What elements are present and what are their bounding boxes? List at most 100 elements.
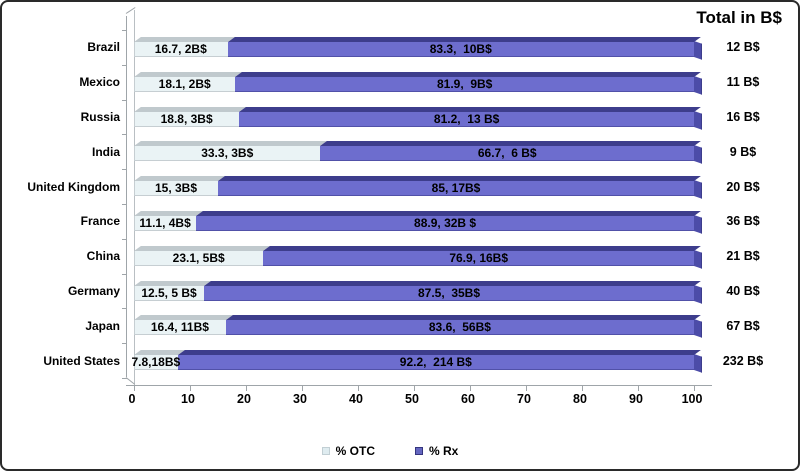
rx-value-label: 83.3, 10B$	[429, 42, 492, 56]
category-label: United States	[43, 353, 120, 368]
total-label: 67 B$	[726, 318, 760, 333]
x-axis-tick	[694, 386, 695, 391]
x-axis-tick-label: 80	[573, 392, 587, 406]
x-axis-tick	[134, 386, 135, 391]
x-axis-tick-label: 20	[237, 392, 251, 406]
total-label: 36 B$	[726, 214, 760, 229]
x-axis-tick-label: 90	[629, 392, 643, 406]
bar: 18.8, 3B$ 81.2, 13 B$	[134, 106, 702, 130]
legend: % OTC % Rx	[2, 444, 790, 458]
category-axis-tick	[122, 343, 127, 345]
bar-row: 23.1, 5B$ 76.9, 16B$	[134, 239, 702, 274]
legend-label-rx: % Rx	[429, 444, 459, 458]
rx-segment-end-cap	[694, 284, 702, 304]
bar: 33.3, 3B$ 66.7, 6 B$	[134, 141, 702, 165]
x-axis-tick	[302, 386, 303, 391]
bar: 16.4, 11B$ 83.6, 56B$	[134, 315, 702, 339]
otc-value-label: 11.1, 4B$	[139, 216, 191, 230]
rx-value-label: 88.9, 32B $	[414, 216, 477, 230]
category-axis-tick	[122, 204, 127, 205]
bar-row: 18.1, 2B$ 81.9, 9B$	[134, 65, 702, 100]
otc-value-label: 7.8,18B$	[131, 355, 181, 370]
plot-area: 0 10 20 30 40 50 60 70 80 90 100 16.7, 2B$ 83.3, 10…	[122, 7, 712, 406]
x-axis-tick	[582, 386, 583, 391]
x-axis-tick-label: 60	[461, 392, 475, 406]
category-label: China	[86, 249, 120, 264]
chart-title: Total in B$	[696, 8, 782, 27]
bar-row: 16.7, 2B$ 83.3, 10B$	[134, 30, 702, 65]
rx-segment-end-cap	[694, 354, 702, 373]
otc-value-label: 16.4, 11B$	[150, 320, 209, 335]
category-axis-tick	[122, 99, 127, 101]
rx-segment-end-cap	[694, 249, 702, 269]
x-axis-tick	[246, 386, 247, 391]
legend-label-otc: % OTC	[335, 444, 375, 458]
otc-value-label: 16.7, 2B$	[154, 42, 207, 56]
rx-value-label: 92.2, 214 B$	[399, 355, 472, 370]
rx-segment-end-cap	[694, 145, 702, 165]
total-label: 21 B$	[726, 249, 760, 264]
rx-segment-end-cap	[694, 180, 702, 199]
rx-legend-marker-icon	[415, 447, 423, 455]
otc-segment	[134, 320, 226, 336]
rx-value-label: 85, 17B$	[431, 181, 481, 196]
otc-value-label: 18.1, 2B$	[158, 76, 211, 91]
rx-segment	[204, 285, 694, 301]
category-label: India	[91, 144, 120, 159]
legend-item-otc: % OTC	[321, 444, 375, 458]
bar-row: 15, 3B$ 85, 17B$	[134, 169, 702, 204]
bars: 16.7, 2B$ 83.3, 10B$ 18.1, 2B$ 81.9, 9B$ 18.…	[131, 30, 702, 378]
category-label: France	[80, 214, 120, 229]
total-label: 12 B$	[726, 40, 760, 55]
total-label: 16 B$	[726, 109, 760, 124]
total-label: 11 B$	[726, 75, 760, 90]
rx-segment-end-cap	[694, 215, 702, 234]
rx-value-label: 81.2, 13 B$	[433, 111, 500, 126]
category-label: Germany	[67, 283, 120, 298]
rx-segment-end-cap	[694, 110, 702, 130]
rx-segment	[235, 76, 694, 92]
otc-legend-marker-icon	[321, 447, 330, 455]
legend-item-rx: % Rx	[415, 444, 458, 458]
rx-segment-end-cap	[694, 75, 702, 95]
bar: 7.8,18B$ 92.2, 214 B$	[131, 350, 702, 373]
otc-segment	[134, 42, 228, 57]
category-axis-tick	[122, 238, 127, 240]
bar-row: 33.3, 3B$ 66.7, 6 B$	[134, 134, 702, 169]
rx-segment-end-cap	[694, 41, 702, 60]
rx-segment	[239, 111, 694, 127]
otc-segment	[134, 76, 236, 92]
rx-value-label: 66.7, 6 B$	[477, 146, 537, 161]
otc-value-label: 15, 3B$	[154, 181, 198, 196]
otc-segment	[134, 285, 204, 301]
x-axis-tick-label: 40	[349, 392, 363, 406]
rx-value-label: 76.9, 16B$	[449, 250, 509, 265]
category-axis-tick	[122, 64, 127, 66]
total-label: 232 B$	[722, 353, 764, 368]
axis-wall-back-line	[126, 16, 127, 377]
category-axis-tick	[122, 308, 127, 310]
x-axis-tick	[470, 386, 471, 391]
rx-segment	[263, 250, 694, 266]
category-label: Mexico	[79, 75, 120, 90]
rx-segment	[225, 320, 694, 336]
x-axis-tick	[190, 386, 191, 391]
x-axis-tick	[358, 386, 359, 391]
bar: 18.1, 2B$ 81.9, 9B$	[134, 71, 702, 95]
bar: 23.1, 5B$ 76.9, 16B$	[134, 245, 702, 269]
x-axis-tick	[638, 386, 639, 391]
total-label: 9 B$	[729, 144, 757, 159]
otc-value-label: 12.5, 5 B$	[141, 285, 197, 300]
category-axis-tick	[122, 169, 127, 171]
axis-wall-front-line	[134, 10, 135, 385]
bar-row: 18.8, 3B$ 81.2, 13 B$	[134, 100, 702, 135]
rx-segment	[196, 216, 694, 231]
otc-value-label: 18.8, 3B$	[160, 111, 213, 126]
bar-row: 12.5, 5 B$ 87.5, 35B$	[134, 274, 702, 309]
bar-row: 7.8,18B$ 92.2, 214 B$	[131, 343, 702, 378]
bar-row: 16.4, 11B$ 83.6, 56B$	[134, 308, 702, 343]
rx-segment	[227, 42, 694, 57]
category-axis-labels: Brazil Mexico Russia India United Kingdom Fra…	[8, 30, 120, 378]
total-label: 20 B$	[726, 179, 760, 194]
x-axis-tick-label: 30	[293, 392, 307, 406]
